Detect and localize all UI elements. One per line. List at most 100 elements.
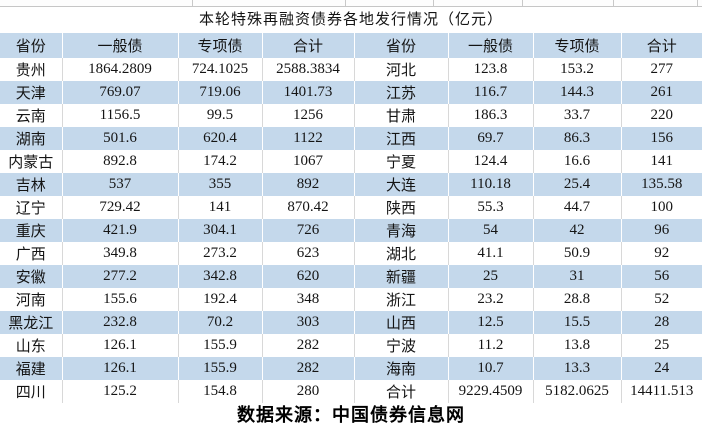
cell-province: 宁波: [353, 334, 448, 357]
cell-total: 14411.513: [620, 380, 702, 403]
cell-general: 110.18: [447, 173, 533, 196]
cell-special: 13.8: [532, 334, 621, 357]
cell-province: 湖北: [353, 242, 448, 265]
cell-general: 55.3: [447, 196, 533, 219]
cell-total: 28: [620, 311, 702, 334]
cell-province: 四川: [0, 380, 62, 403]
cell-special: 42: [532, 219, 621, 242]
cell-general: 421.9: [61, 219, 178, 242]
cell-special: 155.9: [177, 357, 262, 380]
cell-general: 125.2: [61, 380, 178, 403]
cell-general: 11.2: [447, 334, 533, 357]
table-row: 天津 769.07 719.06 1401.73 江苏 116.7 144.3 261: [0, 81, 702, 104]
table-row: 吉林 537 355 892 大连 110.18 25.4 135.58: [0, 173, 702, 196]
cell-special: 154.8: [177, 380, 262, 403]
cell-total: 141: [620, 150, 702, 173]
cell-province: 辽宁: [0, 196, 62, 219]
cell-special: 155.9: [177, 334, 262, 357]
cell-total: 92: [620, 242, 702, 265]
cell-province: 宁夏: [353, 150, 448, 173]
header-row: 省份 一般债 专项债 合计 省份 一般债 专项债 合计: [0, 33, 702, 58]
table-row: 内蒙古 892.8 174.2 1067 宁夏 124.4 16.6 141: [0, 150, 702, 173]
cell-province: 湖南: [0, 127, 62, 150]
cell-province: 安徽: [0, 265, 62, 288]
cell-special: 5182.0625: [532, 380, 621, 403]
cell-general: 892.8: [61, 150, 178, 173]
cell-general: 186.3: [447, 104, 533, 127]
column-header-total: 合计: [261, 33, 354, 58]
cell-total: 348: [261, 288, 354, 311]
cell-special: 15.5: [532, 311, 621, 334]
cell-special: 342.8: [177, 265, 262, 288]
cell-special: 620.4: [177, 127, 262, 150]
cell-general: 349.8: [61, 242, 178, 265]
cell-province: 山西: [353, 311, 448, 334]
cell-province: 江西: [353, 127, 448, 150]
cell-province: 内蒙古: [0, 150, 62, 173]
cell-general: 769.07: [61, 81, 178, 104]
cell-general: 116.7: [447, 81, 533, 104]
column-header-general-bond: 一般债: [447, 33, 533, 58]
cell-total: 620: [261, 265, 354, 288]
cell-total: 96: [620, 219, 702, 242]
cell-special: 28.8: [532, 288, 621, 311]
cell-total: 282: [261, 357, 354, 380]
cell-special: 13.3: [532, 357, 621, 380]
cell-general: 126.1: [61, 357, 178, 380]
cell-general: 126.1: [61, 334, 178, 357]
table-row: 山东 126.1 155.9 282 宁波 11.2 13.8 25: [0, 334, 702, 357]
cell-general: 277.2: [61, 265, 178, 288]
cell-total: 892: [261, 173, 354, 196]
cell-province: 黑龙江: [0, 311, 62, 334]
cell-general: 729.42: [61, 196, 178, 219]
cell-general: 155.6: [61, 288, 178, 311]
cell-special: 153.2: [532, 58, 621, 81]
cell-special: 25.4: [532, 173, 621, 196]
cell-special: 304.1: [177, 219, 262, 242]
cell-total: 100: [620, 196, 702, 219]
gridline-tick: [345, 0, 346, 6]
cell-province: 贵州: [0, 58, 62, 81]
cell-total: 220: [620, 104, 702, 127]
cell-general: 124.4: [447, 150, 533, 173]
table-row: 福建 126.1 155.9 282 海南 10.7 13.3 24: [0, 357, 702, 380]
cell-general: 501.6: [61, 127, 178, 150]
cell-province: 甘肃: [353, 104, 448, 127]
cell-special: 174.2: [177, 150, 262, 173]
table-row: 云南 1156.5 99.5 1256 甘肃 186.3 33.7 220: [0, 104, 702, 127]
cell-total: 2588.3834: [261, 58, 354, 81]
cell-general: 123.8: [447, 58, 533, 81]
cell-total: 1122: [261, 127, 354, 150]
gridline-tick: [613, 0, 614, 6]
cell-general: 12.5: [447, 311, 533, 334]
cell-total: 156: [620, 127, 702, 150]
cell-general: 537: [61, 173, 178, 196]
cell-total: 52: [620, 288, 702, 311]
table-row: 河南 155.6 192.4 348 浙江 23.2 28.8 52: [0, 288, 702, 311]
cell-province: 浙江: [353, 288, 448, 311]
cell-total: 726: [261, 219, 354, 242]
cell-general: 69.7: [447, 127, 533, 150]
cell-special: 141: [177, 196, 262, 219]
cell-total: 24: [620, 357, 702, 380]
column-header-general-bond: 一般债: [61, 33, 178, 58]
cell-province: 大连: [353, 173, 448, 196]
table-row: 四川 125.2 154.8 280 合计 9229.4509 5182.0625 14411…: [0, 380, 702, 403]
cell-total: 1256: [261, 104, 354, 127]
cell-total: 56: [620, 265, 702, 288]
cell-special: 144.3: [532, 81, 621, 104]
cell-special: 16.6: [532, 150, 621, 173]
cell-general: 1864.2809: [61, 58, 178, 81]
table-row: 贵州 1864.2809 724.1025 2588.3834 河北 123.8 153.2…: [0, 58, 702, 81]
cell-total: 1401.73: [261, 81, 354, 104]
cell-province: 广西: [0, 242, 62, 265]
cell-province: 吉林: [0, 173, 62, 196]
cell-general: 10.7: [447, 357, 533, 380]
cell-total: 1067: [261, 150, 354, 173]
cell-special: 192.4: [177, 288, 262, 311]
cell-total: 623: [261, 242, 354, 265]
cell-total: 261: [620, 81, 702, 104]
cell-province: 天津: [0, 81, 62, 104]
cell-total: 280: [261, 380, 354, 403]
table-row: 重庆 421.9 304.1 726 青海 54 42 96: [0, 219, 702, 242]
